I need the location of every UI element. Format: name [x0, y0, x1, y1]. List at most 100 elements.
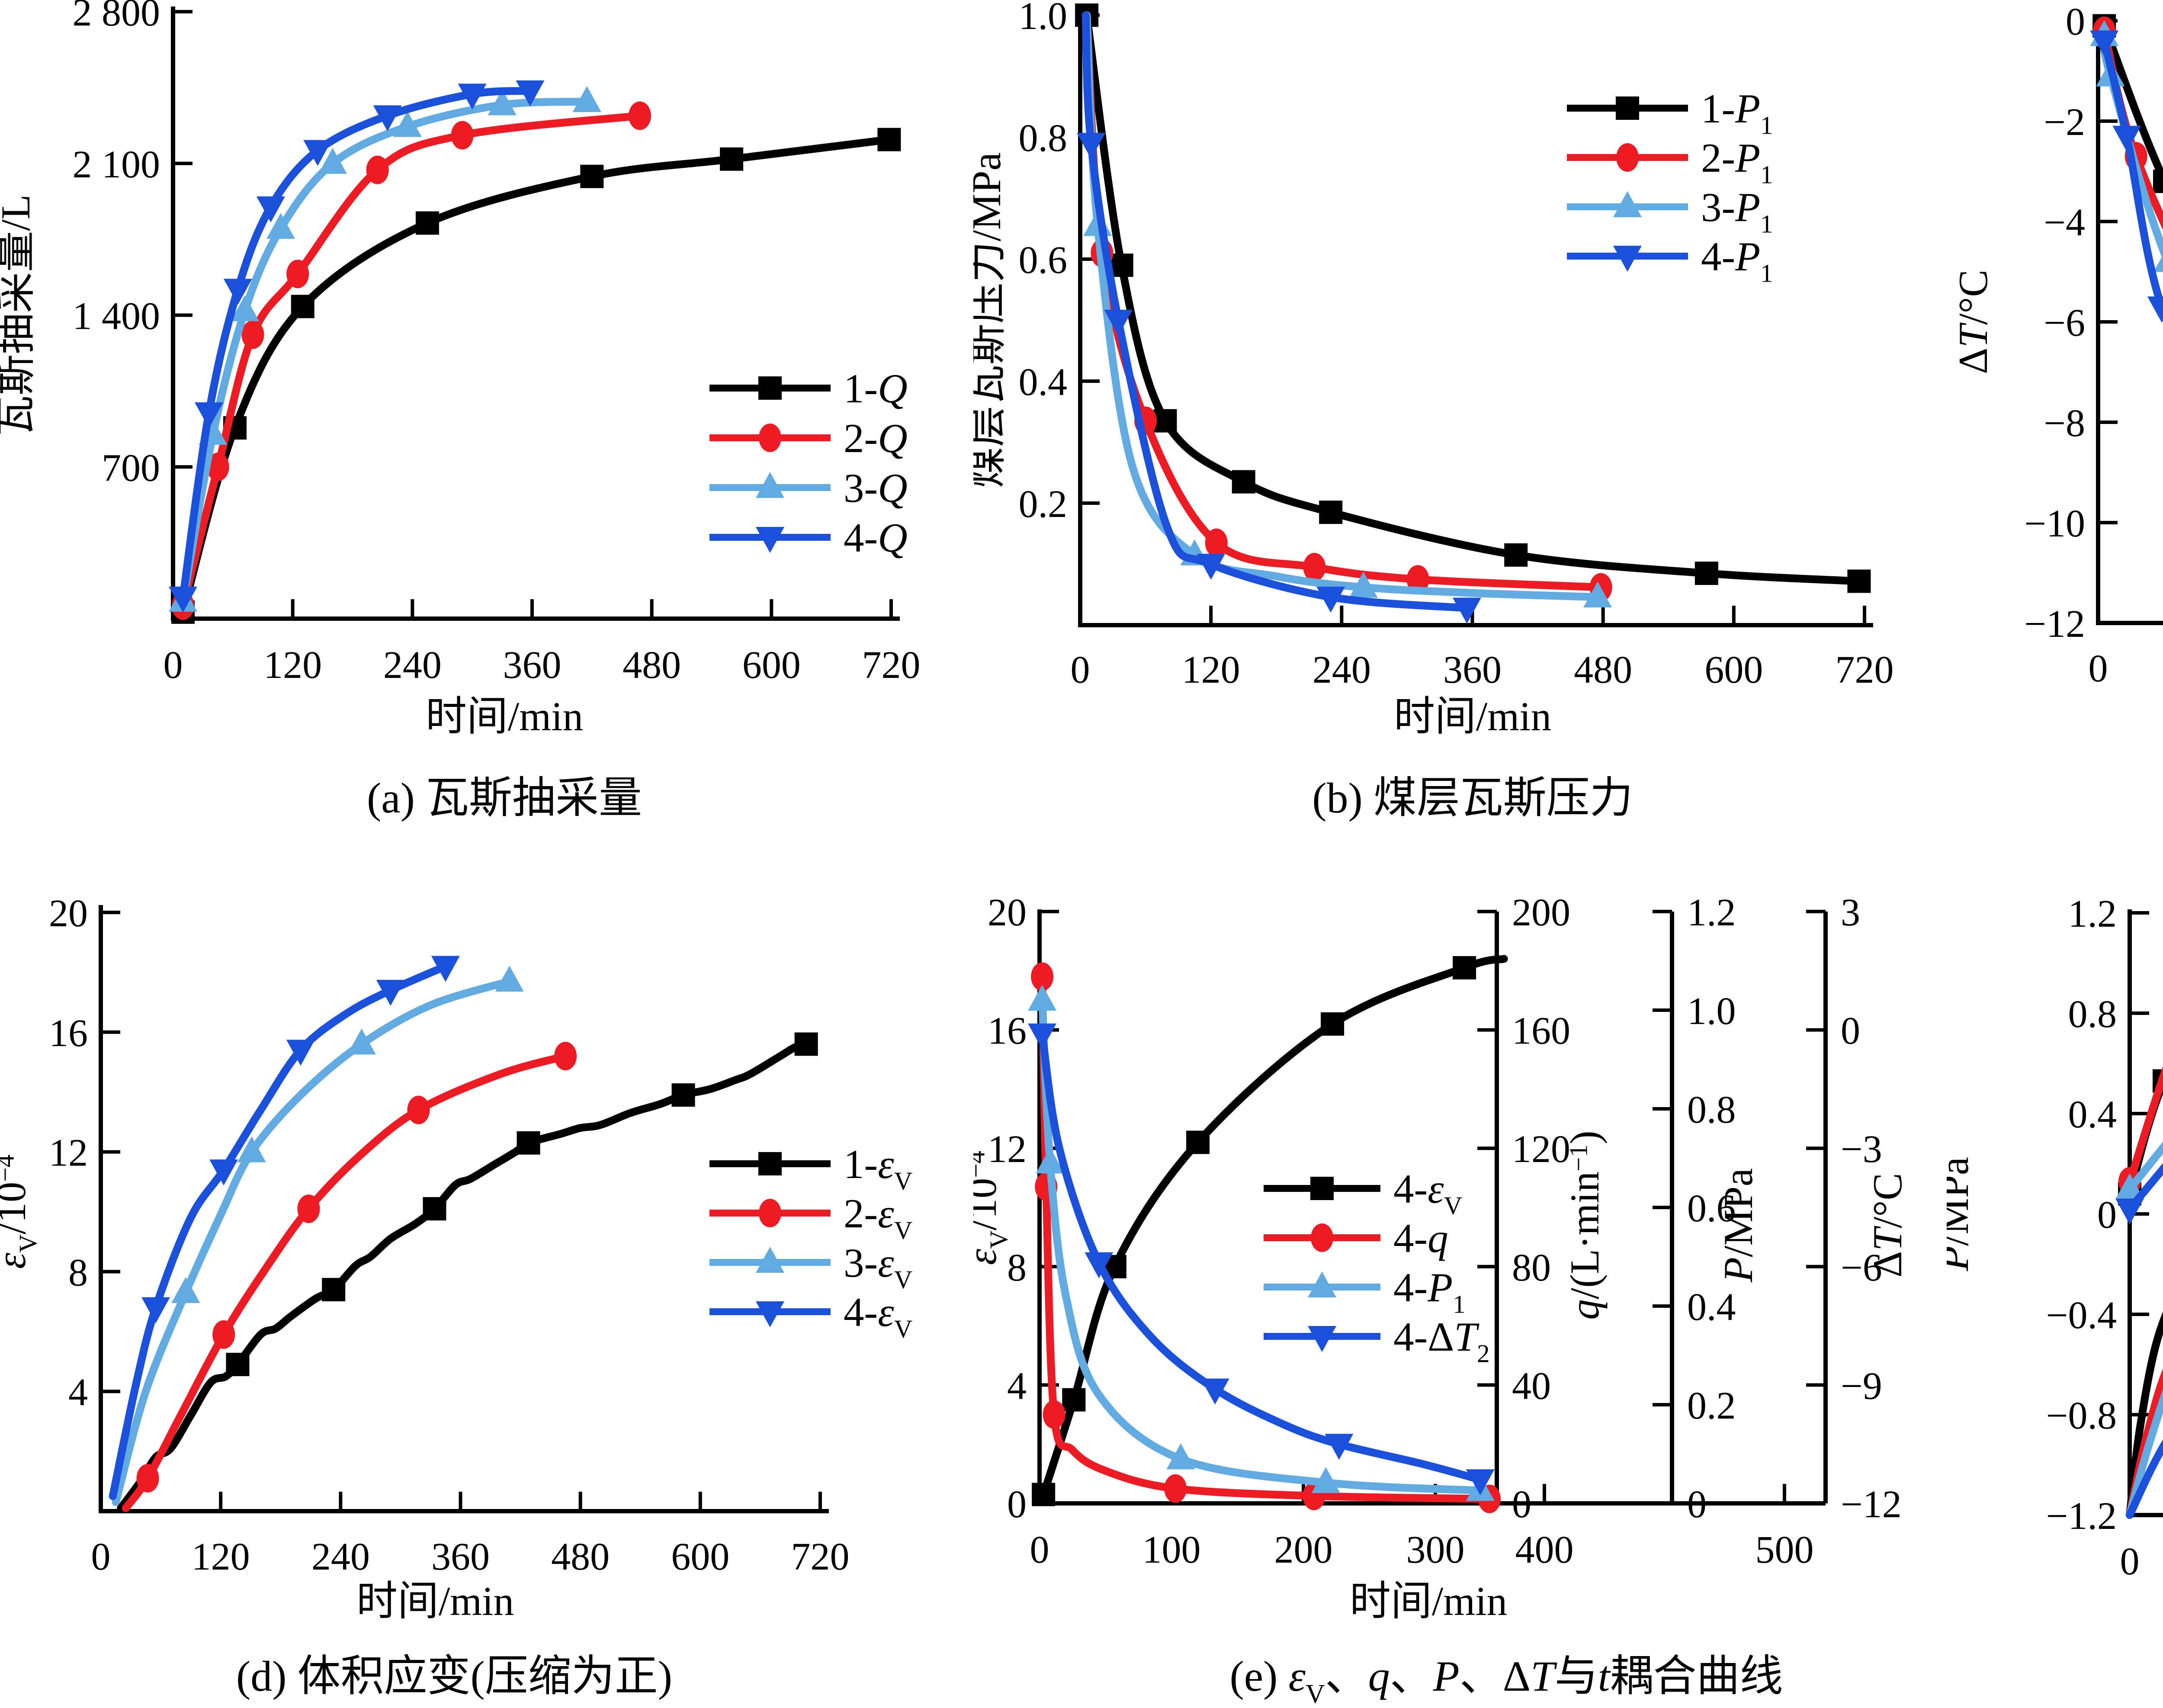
svg-text:120: 120: [192, 1535, 250, 1578]
svg-text:−8: −8: [2044, 402, 2085, 445]
svg-text:720: 720: [1836, 649, 1894, 691]
svg-text:0: 0: [2089, 647, 2108, 690]
svg-text:40: 40: [1512, 1364, 1551, 1407]
svg-text:240: 240: [383, 644, 442, 687]
svg-text:3-P1: 3-P1: [1701, 184, 1773, 238]
svg-text:0: 0: [1030, 1528, 1049, 1571]
svg-text:160: 160: [1512, 1010, 1570, 1053]
svg-text:0: 0: [1687, 1483, 1707, 1526]
svg-text:−6: −6: [2044, 302, 2085, 344]
svg-text:12: 12: [49, 1132, 88, 1175]
svg-text:ΔT/°C: ΔT/°C: [1950, 270, 1996, 374]
svg-text:0.8: 0.8: [1687, 1088, 1736, 1131]
svg-text:4: 4: [1007, 1364, 1027, 1407]
svg-text:εV/10−4: εV/10−4: [0, 1155, 42, 1269]
svg-text:(a) 瓦斯抽采量: (a) 瓦斯抽采量: [367, 774, 642, 822]
svg-text:0.4: 0.4: [2068, 1093, 2117, 1136]
svg-text:0.8: 0.8: [1019, 117, 1068, 160]
svg-text:−12: −12: [2024, 603, 2085, 645]
svg-text:(d) 体积应变(压缩为正): (d) 体积应变(压缩为正): [236, 1652, 672, 1700]
svg-text:4-εV: 4-εV: [844, 1289, 912, 1343]
svg-text:20: 20: [49, 892, 88, 935]
svg-text:120: 120: [1512, 1128, 1570, 1171]
svg-text:(b) 煤层瓦斯压力: (b) 煤层瓦斯压力: [1312, 774, 1633, 822]
subplot-c-chart: 01202403604806007200−2−4−6−8−10−121-ΔT22…: [1950, 0, 2163, 690]
svg-text:0.2: 0.2: [1019, 483, 1068, 526]
svg-text:12: 12: [988, 1128, 1027, 1171]
svg-text:0: 0: [2120, 1540, 2140, 1583]
svg-text:(e) εV、q、P、ΔT与t耦合曲线: (e) εV、q、P、ΔT与t耦合曲线: [1229, 1652, 1783, 1706]
svg-text:600: 600: [1704, 649, 1763, 691]
svg-text:120: 120: [263, 644, 322, 687]
svg-text:时间/min: 时间/min: [426, 693, 583, 739]
svg-text:时间/min: 时间/min: [1350, 1578, 1507, 1624]
svg-text:−6: −6: [1841, 1246, 1882, 1289]
svg-text:时间/min: 时间/min: [1394, 693, 1551, 739]
svg-text:3: 3: [1841, 891, 1860, 934]
svg-text:−10: −10: [2024, 502, 2085, 545]
svg-text:0.6: 0.6: [1019, 239, 1068, 282]
subplot-e-chart: 0 100 200 300 400 50020161284020016012080400q…: [959, 891, 1910, 1708]
svg-text:80: 80: [1512, 1246, 1551, 1289]
subplot-e: 0 100 200 300 400 500 20 16 12 8 4 0 200 160 120 80 40 0 q…: [959, 853, 1949, 1708]
subplot-f: 040801201602001.20.80.40−0.4−0.8−1.21284…: [1931, 853, 2163, 1708]
svg-text:1-P1: 1-P1: [1701, 86, 1773, 140]
svg-text:4-Q: 4-Q: [844, 515, 908, 561]
svg-text:2 100: 2 100: [73, 143, 160, 186]
svg-text:4-εV: 4-εV: [1393, 1166, 1462, 1220]
svg-text:2-εV: 2-εV: [844, 1191, 912, 1245]
svg-text:2-P1: 2-P1: [1701, 135, 1773, 189]
svg-text:1-Q: 1-Q: [844, 366, 908, 411]
svg-text:1.0: 1.0: [1687, 990, 1736, 1033]
svg-text:20: 20: [988, 891, 1027, 934]
svg-text:−1.2: −1.2: [2046, 1495, 2117, 1538]
svg-text:−3: −3: [1841, 1128, 1882, 1171]
svg-text:16: 16: [988, 1010, 1027, 1053]
svg-text:3-εV: 3-εV: [844, 1240, 912, 1294]
svg-text:600: 600: [742, 644, 801, 687]
svg-text:瓦斯抽采量/L: 瓦斯抽采量/L: [0, 194, 39, 436]
svg-text:0: 0: [1512, 1483, 1531, 1526]
svg-text:200: 200: [1274, 1528, 1333, 1571]
svg-text:480: 480: [623, 644, 681, 687]
svg-text:−4: −4: [2044, 201, 2085, 244]
svg-text:4-P1: 4-P1: [1701, 234, 1773, 288]
svg-text:−9: −9: [1841, 1364, 1882, 1407]
svg-text:360: 360: [503, 644, 562, 687]
svg-text:16: 16: [49, 1012, 88, 1055]
svg-text:200: 200: [1512, 891, 1570, 934]
svg-text:360: 360: [431, 1535, 490, 1578]
svg-text:−2: −2: [2044, 101, 2085, 144]
svg-text:1-εV: 1-εV: [844, 1141, 912, 1195]
svg-text:0: 0: [1841, 1010, 1860, 1053]
subplot-a-chart: 0 120 240 360 480 600 720 2 800 2 100 1 400 700 1-Q…: [0, 0, 921, 822]
subplot-d-chart: 0 120 240 360 480 600 720 20 16 12 8 4 1-εV2-εV3-εV4…: [0, 892, 912, 1700]
svg-text:0: 0: [91, 1535, 111, 1578]
svg-text:1.0: 1.0: [1019, 0, 1068, 38]
subplot-d: 0 120 240 360 480 600 720 20 16 12 8 4 1-εV 2-εV 3-εV 4…: [0, 853, 976, 1708]
svg-text:q/(L·min−1): q/(L·min−1): [1562, 1130, 1608, 1320]
svg-text:0.8: 0.8: [2068, 993, 2117, 1036]
svg-text:240: 240: [311, 1535, 370, 1578]
svg-text:480: 480: [1574, 649, 1632, 691]
svg-text:0: 0: [1007, 1483, 1027, 1526]
svg-text:120: 120: [1182, 649, 1240, 691]
svg-text:1.2: 1.2: [1687, 891, 1736, 934]
svg-text:360: 360: [1443, 649, 1502, 691]
subplot-c: 01202403604806007200−2−4−6−8−10−121-ΔT22…: [1947, 0, 2163, 855]
svg-text:−0.4: −0.4: [2046, 1294, 2117, 1337]
svg-text:400: 400: [1515, 1528, 1574, 1571]
svg-text:1.2: 1.2: [2068, 893, 2117, 935]
svg-text:4-P1: 4-P1: [1393, 1265, 1466, 1319]
subplot-b: 0 120 240 360 480 600 720 1.0 0.8 0.6 0.4 0.2 1-P1 2-…: [963, 0, 1949, 855]
svg-text:ΔT/°C: ΔT/°C: [1865, 1173, 1910, 1278]
svg-text:0.6: 0.6: [1687, 1187, 1736, 1230]
subplot-f-chart: 040801201602001.20.80.40−0.4−0.8−1.21284…: [1931, 893, 2163, 1583]
svg-text:4-ΔT2: 4-ΔT2: [1393, 1314, 1490, 1368]
subplot-b-chart: 0 120 240 360 480 600 720 1.0 0.8 0.6 0.4 0.2 1-P12-…: [963, 0, 1894, 822]
svg-text:0.2: 0.2: [1687, 1384, 1736, 1427]
svg-text:0: 0: [164, 644, 183, 687]
svg-text:720: 720: [791, 1535, 850, 1578]
svg-text:8: 8: [68, 1251, 88, 1294]
svg-text:500: 500: [1755, 1528, 1814, 1571]
